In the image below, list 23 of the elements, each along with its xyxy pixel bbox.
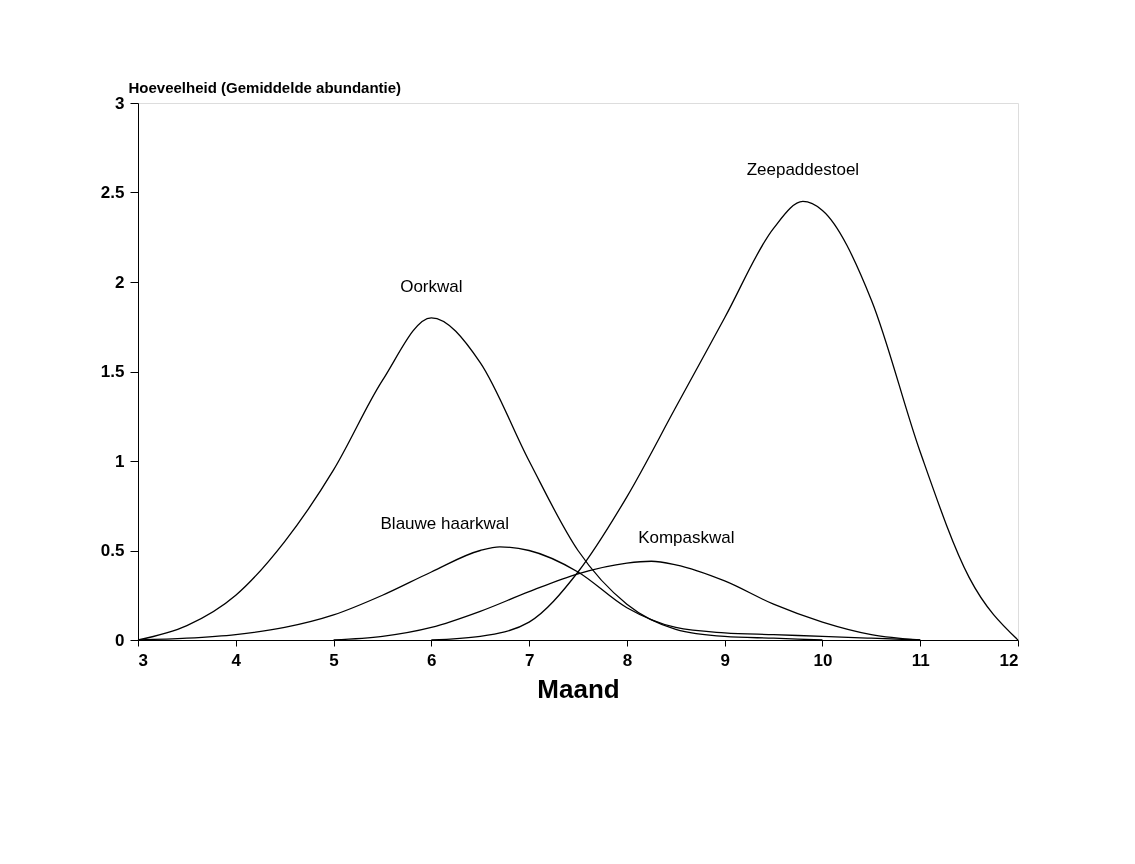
series-label: Kompaskwal — [638, 528, 735, 548]
y-tick-label: 2.5 — [100, 183, 125, 202]
x-tick-label: 11 — [911, 650, 930, 670]
x-tick-label: 5 — [329, 650, 339, 670]
x-tick-label: 10 — [813, 650, 833, 670]
x-tick-label: 4 — [231, 650, 242, 670]
x-tick-label: 6 — [427, 650, 437, 670]
x-tick-label: 3 — [138, 650, 148, 670]
y-tick-label: 0 — [115, 630, 125, 650]
y-tick-label: 3 — [115, 93, 125, 113]
series-label: Zeepaddestoel — [746, 160, 860, 180]
y-tick-label: 1.5 — [100, 362, 125, 381]
y-tick-label: 2 — [115, 272, 125, 292]
x-tick-label: 8 — [622, 650, 633, 670]
x-axis-title: Maand — [537, 673, 620, 704]
x-tick-label: 7 — [524, 650, 535, 670]
x-tick-label: 9 — [720, 650, 730, 670]
series-label: Blauwe haarkwal — [380, 513, 510, 533]
y-tick-label: 0.5 — [100, 541, 125, 560]
series-label: Oorkwal — [400, 276, 463, 296]
y-tick-label: 1 — [115, 451, 125, 471]
x-tick-label: 12 — [999, 650, 1019, 670]
y-axis-title: Hoeveelheid (Gemiddelde abundantie) — [128, 78, 402, 96]
